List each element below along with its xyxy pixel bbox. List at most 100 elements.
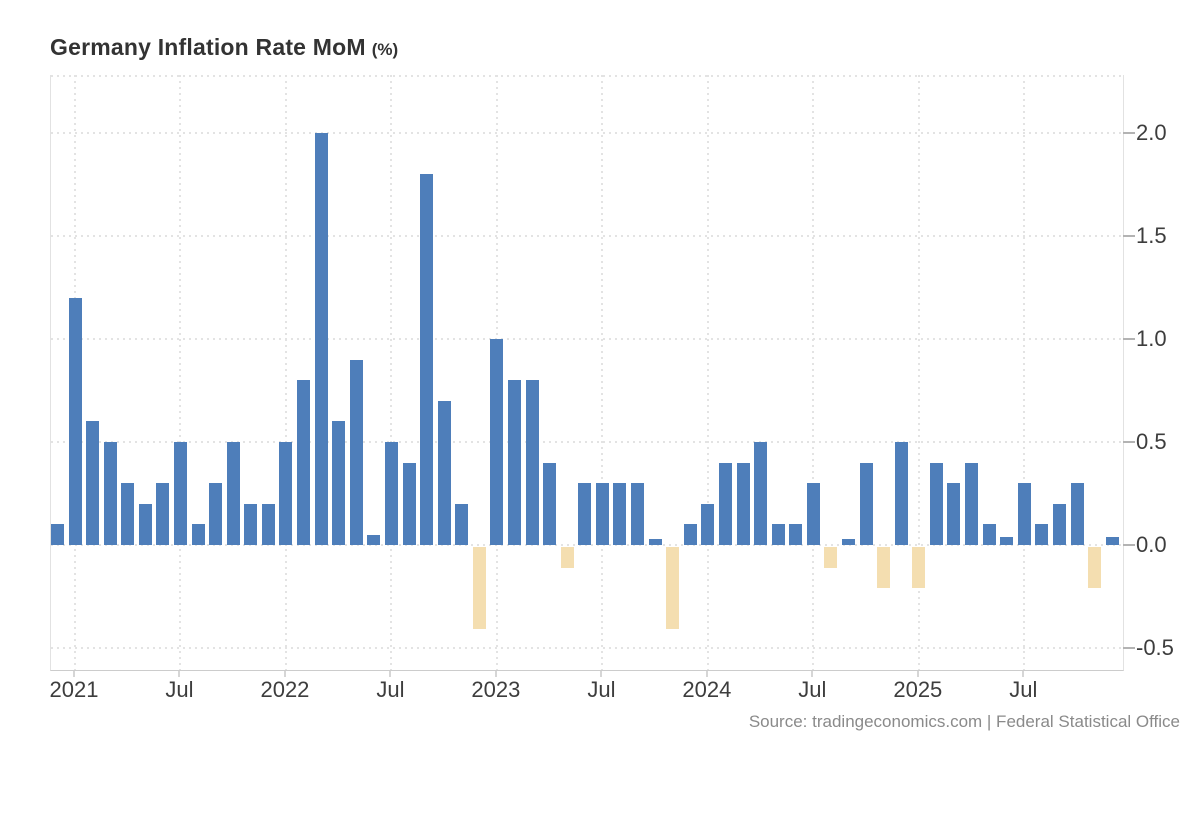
bar-2025-11[interactable] (1088, 547, 1101, 588)
x-tick-mark (178, 671, 181, 677)
bar-2023-08[interactable] (613, 483, 626, 545)
chart-title-row: Germany Inflation Rate MoM (%) (50, 34, 398, 61)
gridline-h-1.5 (51, 235, 1123, 237)
bar-2021-01[interactable] (69, 298, 82, 545)
x-tick-mark (916, 671, 919, 677)
bar-2024-02[interactable] (719, 463, 732, 545)
bar-2022-05[interactable] (350, 360, 363, 545)
gridline-v-2023-07 (601, 75, 604, 670)
bar-2025-08[interactable] (1035, 524, 1048, 545)
bar-2021-10[interactable] (227, 442, 240, 545)
bar-2021-06[interactable] (156, 483, 169, 545)
bar-2021-05[interactable] (139, 504, 152, 545)
x-tick-mark (283, 671, 286, 677)
y-tick-label-1.5: 1.5 (1136, 223, 1167, 248)
x-tick-label-2025-01: 2025 (893, 677, 943, 702)
gridline-v-2024-01 (706, 75, 709, 670)
bar-2024-05[interactable] (772, 524, 785, 545)
bar-2022-11[interactable] (455, 504, 468, 545)
bar-2022-02[interactable] (297, 380, 310, 545)
bar-2023-01[interactable] (490, 339, 503, 545)
bar-2022-07[interactable] (385, 442, 398, 545)
bar-2024-01[interactable] (701, 504, 714, 545)
x-tick-mark (73, 671, 75, 677)
bar-2024-09[interactable] (842, 539, 855, 545)
x-tick-label-2024-07: Jul (798, 677, 827, 702)
bar-2023-05[interactable] (561, 547, 574, 568)
bar-2021-08[interactable] (192, 524, 205, 545)
x-tick-mark (494, 671, 497, 677)
bar-2021-07[interactable] (174, 442, 187, 545)
y-tick-label-2.0: 2.0 (1136, 120, 1167, 145)
bar-2024-08[interactable] (824, 547, 837, 568)
bar-2022-10[interactable] (438, 401, 451, 545)
x-tick-mark (811, 671, 814, 677)
bar-2024-07[interactable] (807, 483, 820, 545)
bar-2023-09[interactable] (631, 483, 644, 545)
y-tick-mark (1123, 338, 1135, 340)
x-tick-label-2023-07: Jul (587, 677, 616, 702)
bar-2025-03[interactable] (947, 483, 960, 545)
bar-2025-05[interactable] (983, 524, 996, 545)
bar-2023-12[interactable] (684, 524, 697, 545)
bar-2022-03[interactable] (315, 133, 328, 545)
bar-2021-12[interactable] (262, 504, 275, 545)
x-tick-mark (705, 671, 708, 677)
bar-2023-02[interactable] (508, 380, 521, 545)
bar-2024-06[interactable] (789, 524, 802, 545)
bar-2021-03[interactable] (104, 442, 117, 545)
bar-2024-12[interactable] (895, 442, 908, 545)
bar-2023-10[interactable] (649, 539, 662, 545)
bar-2025-02[interactable] (930, 463, 943, 545)
bar-2020-12[interactable] (51, 524, 64, 545)
x-tick-label-2022-07: Jul (376, 677, 405, 702)
gridline-v-2022-01 (284, 75, 287, 670)
bar-2025-01[interactable] (912, 547, 925, 588)
bar-2022-12[interactable] (473, 547, 486, 629)
gridline-h-0.5 (51, 441, 1123, 443)
bar-2024-10[interactable] (860, 463, 873, 545)
plot-area[interactable] (50, 75, 1124, 671)
y-tick-mark (1123, 132, 1135, 134)
chart-title-unit: (%) (371, 40, 399, 59)
gridline-v-2021-07 (179, 75, 182, 670)
bar-2023-06[interactable] (578, 483, 591, 545)
gridline-h-0.0 (51, 544, 1123, 546)
y-tick-label--0.5: -0.5 (1136, 635, 1174, 660)
bar-2022-06[interactable] (367, 535, 380, 545)
bar-2022-08[interactable] (403, 463, 416, 545)
x-tick-label-2025-07: Jul (1009, 677, 1038, 702)
bar-2025-12[interactable] (1106, 537, 1119, 545)
gridline-h-1.0 (51, 338, 1123, 340)
gridline-h--0.5 (51, 647, 1123, 649)
y-tick-mark (1123, 441, 1135, 443)
y-tick-mark (1123, 647, 1135, 649)
bar-2024-11[interactable] (877, 547, 890, 588)
bar-2022-01[interactable] (279, 442, 292, 545)
bar-2022-04[interactable] (332, 421, 345, 545)
bar-2025-04[interactable] (965, 463, 978, 545)
bar-2021-04[interactable] (121, 483, 134, 545)
gridline-v-2025-01 (917, 75, 920, 670)
gridline-v-2024-07 (812, 75, 815, 670)
bar-2021-09[interactable] (209, 483, 222, 545)
gridline-h-2.0 (51, 132, 1123, 134)
bar-2023-07[interactable] (596, 483, 609, 545)
y-tick-mark (1123, 544, 1135, 546)
x-tick-label-2022-01: 2022 (260, 677, 310, 702)
bar-2021-11[interactable] (244, 504, 257, 545)
bar-2023-04[interactable] (543, 463, 556, 545)
bar-2025-06[interactable] (1000, 537, 1013, 545)
bar-2025-10[interactable] (1071, 483, 1084, 545)
bar-2021-02[interactable] (86, 421, 99, 545)
source-attribution: Source: tradingeconomics.com | Federal S… (748, 712, 1180, 731)
bar-2022-09[interactable] (420, 174, 433, 545)
x-tick-label-2021-07: Jul (165, 677, 194, 702)
bar-2025-09[interactable] (1053, 504, 1066, 545)
bar-2023-11[interactable] (666, 547, 679, 629)
x-tick-label-2021-01: 2021 (49, 677, 99, 702)
bar-2023-03[interactable] (526, 380, 539, 545)
bar-2024-04[interactable] (754, 442, 767, 545)
bar-2025-07[interactable] (1018, 483, 1031, 545)
bar-2024-03[interactable] (737, 463, 750, 545)
